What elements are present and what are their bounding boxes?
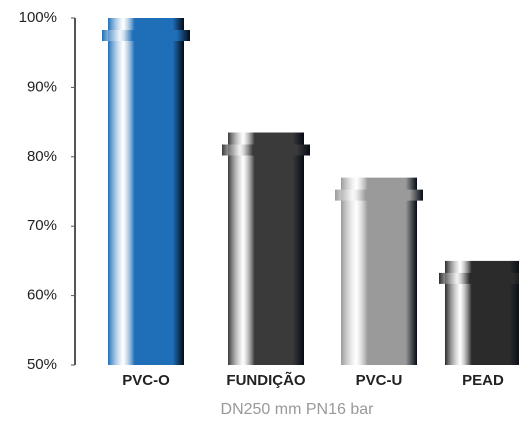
y-tick-label: 100% (19, 9, 57, 26)
bar (341, 177, 417, 365)
x-tick-label: FUNDIÇÃO (226, 371, 305, 389)
y-tick-label: 50% (27, 356, 57, 373)
pipe-socket (335, 189, 423, 201)
bar (108, 18, 184, 365)
x-tick-label: PVC-U (356, 372, 403, 389)
y-tick-label: 70% (27, 217, 57, 234)
x-tick-label: PVC-O (122, 372, 170, 389)
x-tick-label: PEAD (462, 372, 504, 389)
pipe-socket (102, 30, 190, 41)
pipe-socket (222, 144, 310, 156)
x-axis-label: DN250 mm PN16 bar (221, 401, 375, 418)
y-tick-label: 80% (27, 148, 57, 165)
y-tick-label: 90% (27, 78, 57, 95)
y-tick-label: 60% (27, 287, 57, 304)
pipe-socket (439, 272, 519, 284)
bar (228, 132, 304, 365)
